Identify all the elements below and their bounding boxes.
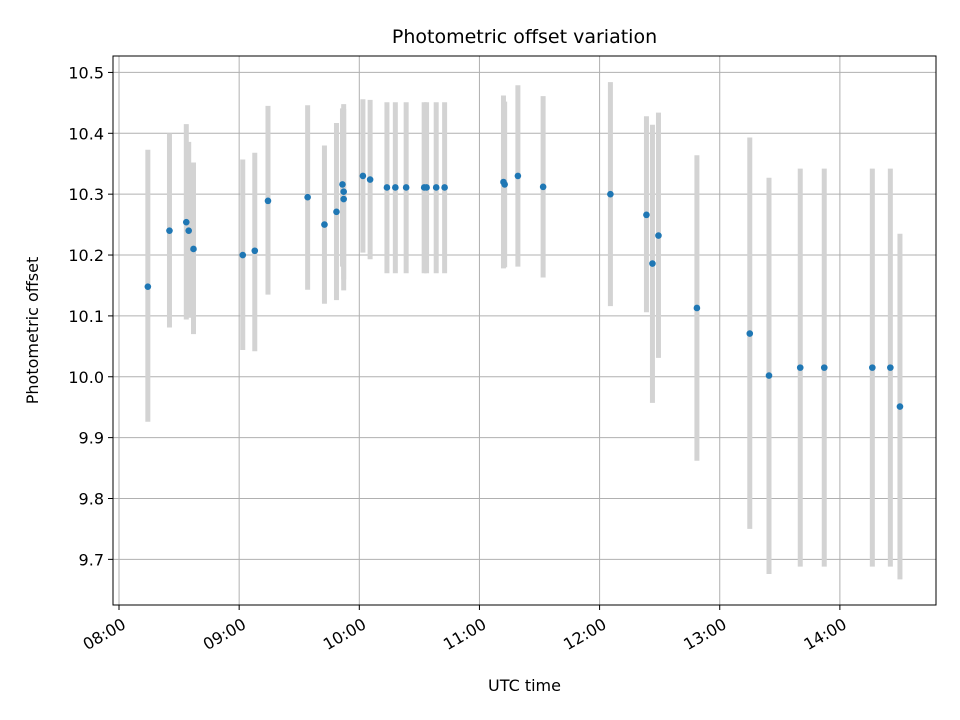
data-point [339,181,346,188]
data-point [432,184,440,191]
y-axis: 9.7 9.8 9.9 10.0 10.1 10.2 10.3 10.4 10.5 [68,63,113,569]
data-point [383,184,391,191]
data-point [185,227,192,234]
data-point [239,251,247,259]
data-point [607,190,614,198]
data-point [643,211,650,219]
chart-title: Photometric offset variation [392,26,657,48]
data-point [366,176,374,183]
data-point [190,245,197,253]
y-tick-label: 10.5 [68,63,104,82]
y-tick-label: 10.0 [68,368,104,387]
data-point [501,181,508,188]
data-point [392,184,399,191]
data-point [796,364,804,371]
y-tick-label: 9.8 [79,489,104,508]
data-point [514,172,522,180]
y-axis-label: Photometric offset [23,257,42,405]
data-point [359,172,367,180]
data-point [166,227,173,234]
y-tick-label: 9.9 [79,429,104,448]
data-point [402,184,410,191]
y-tick-label: 10.3 [68,185,104,204]
data-point [649,260,656,267]
data-point [765,372,773,379]
data-point [423,184,430,191]
y-tick-label: 10.4 [68,124,104,143]
data-point [144,283,152,290]
data-point [869,364,876,371]
data-point [539,183,547,191]
data-point [333,208,340,216]
data-point [251,247,259,255]
data-points [144,172,904,410]
data-point [441,184,448,191]
data-point [746,330,754,337]
data-point [321,221,328,228]
data-point [896,403,904,410]
plot-frame [112,55,937,606]
x-axis-label: UTC time [488,676,561,695]
data-point [820,364,828,371]
data-point [887,364,894,371]
data-point [264,197,272,205]
data-point [340,188,347,196]
data-point [304,193,311,201]
data-point [693,304,701,312]
data-point [655,232,662,239]
y-tick-label: 10.1 [68,307,104,326]
y-tick-label: 9.7 [79,550,104,569]
data-point [340,195,347,203]
data-point [182,218,190,226]
y-tick-label: 10.2 [68,246,104,265]
